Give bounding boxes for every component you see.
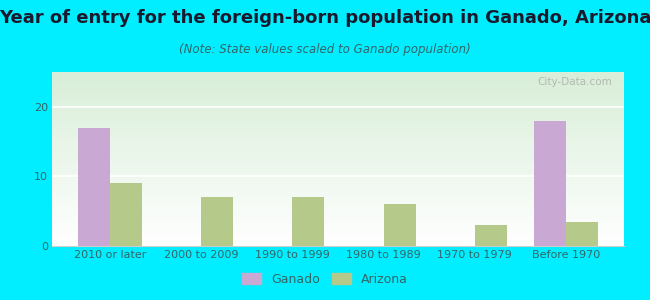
Text: Year of entry for the foreign-born population in Ganado, Arizona: Year of entry for the foreign-born popul…	[0, 9, 650, 27]
Text: City-Data.com: City-Data.com	[538, 77, 612, 87]
Text: (Note: State values scaled to Ganado population): (Note: State values scaled to Ganado pop…	[179, 44, 471, 56]
Bar	[201, 197, 233, 246]
Bar	[534, 121, 566, 246]
Bar	[78, 128, 110, 246]
Legend: Ganado, Arizona: Ganado, Arizona	[237, 268, 413, 291]
Bar	[110, 183, 142, 246]
Bar	[292, 197, 324, 246]
Bar	[384, 204, 415, 246]
Bar	[475, 225, 507, 246]
Bar	[566, 222, 598, 246]
